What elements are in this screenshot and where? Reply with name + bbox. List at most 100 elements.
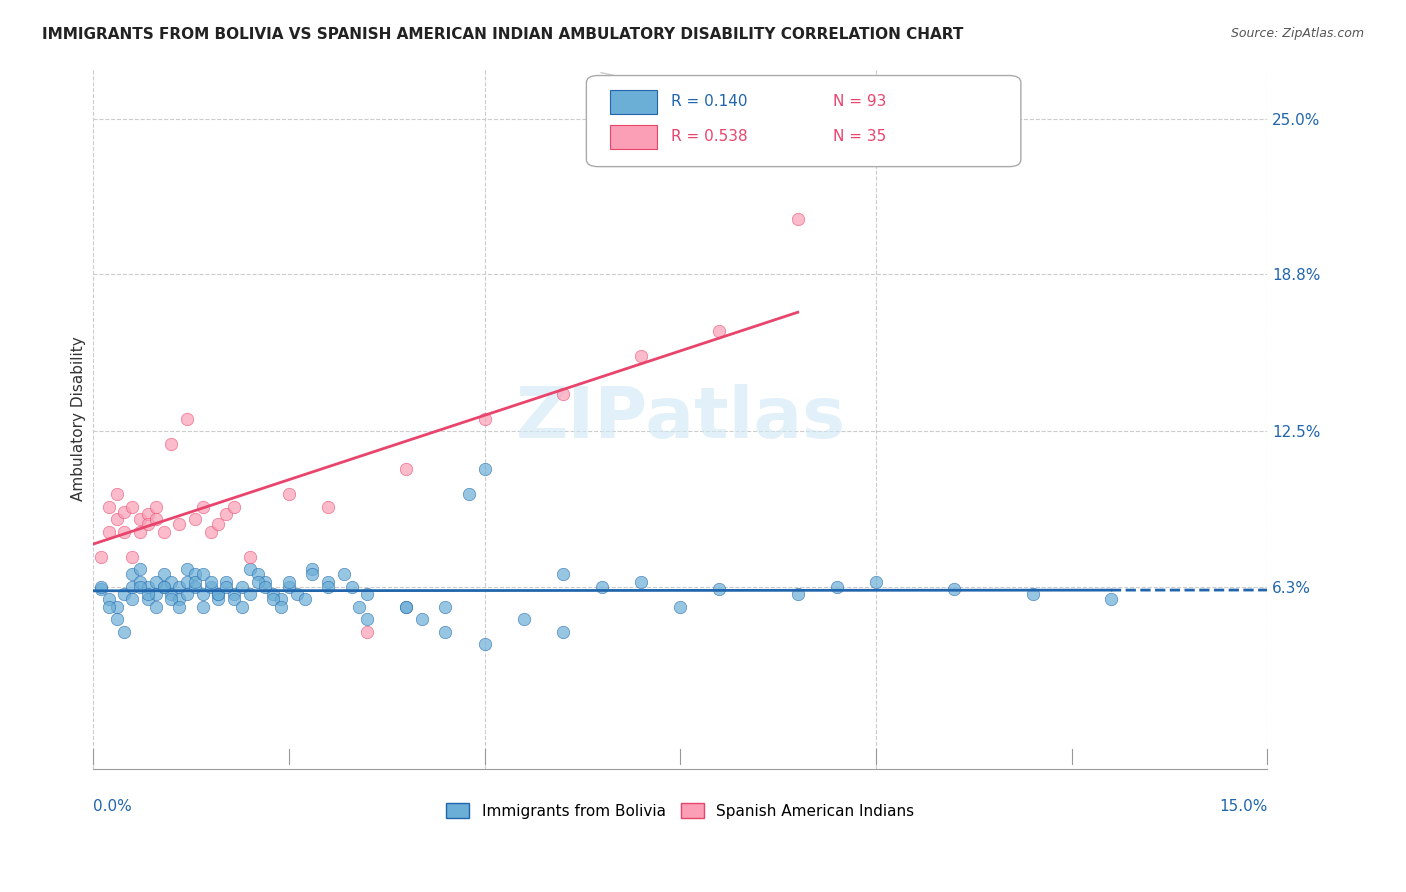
Point <box>239 587 262 601</box>
Bar <box>610 125 657 149</box>
Point <box>277 580 299 594</box>
Point <box>474 637 496 651</box>
Text: R = 0.140: R = 0.140 <box>671 94 748 109</box>
Point <box>262 587 284 601</box>
Point <box>231 580 253 594</box>
Point <box>239 549 262 564</box>
Point <box>207 587 229 601</box>
Point <box>316 500 339 514</box>
Point <box>301 562 323 576</box>
Point <box>669 599 692 614</box>
Point <box>121 567 143 582</box>
Text: Source: ZipAtlas.com: Source: ZipAtlas.com <box>1230 27 1364 40</box>
Point <box>356 587 378 601</box>
Point <box>200 580 222 594</box>
Point <box>316 580 339 594</box>
Text: N = 93: N = 93 <box>832 94 886 109</box>
Point <box>121 580 143 594</box>
Text: 0.0%: 0.0% <box>93 799 132 814</box>
Point <box>145 599 167 614</box>
Point <box>709 324 731 338</box>
Point <box>129 562 152 576</box>
Point <box>395 599 418 614</box>
Point <box>551 387 574 401</box>
Point <box>114 524 136 539</box>
Point <box>114 624 136 639</box>
Point <box>231 599 253 614</box>
Point <box>176 587 198 601</box>
Point <box>160 592 183 607</box>
Point <box>191 567 214 582</box>
Point <box>356 624 378 639</box>
Point <box>474 412 496 426</box>
Point <box>474 462 496 476</box>
Point <box>136 580 159 594</box>
Point <box>97 500 120 514</box>
Point <box>129 574 152 589</box>
Point <box>434 624 457 639</box>
Point <box>184 580 207 594</box>
Point <box>285 587 308 601</box>
Point <box>145 574 167 589</box>
Point <box>551 624 574 639</box>
Point <box>294 592 316 607</box>
Point <box>222 587 245 601</box>
Point <box>114 504 136 518</box>
Point <box>145 500 167 514</box>
Point <box>97 599 120 614</box>
Point <box>630 574 652 589</box>
Point <box>395 462 418 476</box>
Point <box>207 592 229 607</box>
Point <box>145 512 167 526</box>
Point <box>316 574 339 589</box>
Point <box>169 599 191 614</box>
Text: N = 35: N = 35 <box>832 129 886 144</box>
Point <box>215 507 238 521</box>
Point <box>254 574 277 589</box>
Point <box>90 549 112 564</box>
Point <box>176 562 198 576</box>
Point <box>411 612 433 626</box>
Point <box>349 599 371 614</box>
Point <box>270 599 292 614</box>
Point <box>1021 587 1043 601</box>
Point <box>709 582 731 596</box>
Legend: Immigrants from Bolivia, Spanish American Indians: Immigrants from Bolivia, Spanish America… <box>440 797 921 825</box>
Point <box>340 580 363 594</box>
Point <box>191 599 214 614</box>
Point <box>105 599 128 614</box>
Point <box>184 574 207 589</box>
Point <box>105 612 128 626</box>
Point <box>160 587 183 601</box>
Point <box>97 592 120 607</box>
Point <box>434 599 457 614</box>
Point <box>1099 592 1122 607</box>
Point <box>246 574 269 589</box>
Point <box>332 567 354 582</box>
Point <box>152 567 174 582</box>
Point <box>121 592 143 607</box>
Point <box>262 592 284 607</box>
Point <box>222 592 245 607</box>
Point <box>136 587 159 601</box>
Point <box>513 612 536 626</box>
Point <box>105 487 128 501</box>
Point <box>176 574 198 589</box>
Point <box>301 567 323 582</box>
Point <box>591 580 613 594</box>
Point <box>222 500 245 514</box>
Point <box>129 524 152 539</box>
Point <box>136 516 159 531</box>
Point <box>458 487 481 501</box>
Point <box>943 582 966 596</box>
Point <box>169 516 191 531</box>
Point <box>160 574 183 589</box>
Point <box>356 612 378 626</box>
Point <box>152 524 174 539</box>
Point <box>90 582 112 596</box>
Point <box>169 592 191 607</box>
Point <box>551 567 574 582</box>
Point <box>129 512 152 526</box>
Point <box>191 500 214 514</box>
Point <box>97 524 120 539</box>
